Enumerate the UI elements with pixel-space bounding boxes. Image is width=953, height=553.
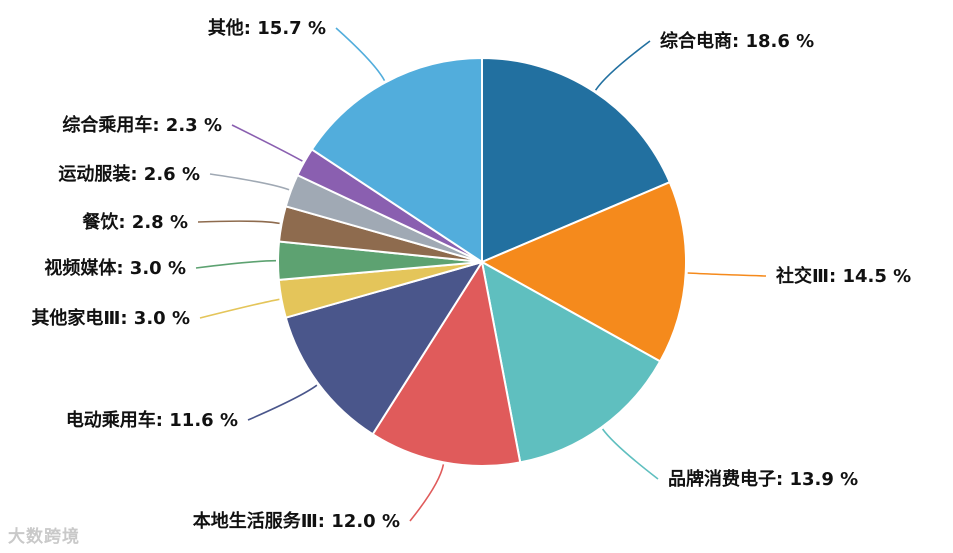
slice-label: 其他家电Ⅲ: 3.0 % bbox=[31, 307, 190, 329]
pie-slice bbox=[310, 56, 483, 264]
pie-slice bbox=[479, 180, 688, 363]
slice-label: 电动乘用车: 11.6 % bbox=[66, 409, 238, 431]
leader-lines bbox=[195, 27, 767, 522]
leader-line bbox=[231, 124, 303, 162]
pie-slice bbox=[371, 259, 522, 467]
slice-label: 本地生活服务Ⅲ: 12.0 % bbox=[193, 510, 400, 532]
watermark: 大数跨境 bbox=[8, 527, 80, 547]
slice-label: 餐饮: 2.8 % bbox=[81, 211, 188, 233]
leader-line bbox=[195, 259, 277, 269]
leader-line bbox=[247, 384, 318, 421]
leader-line bbox=[209, 173, 290, 191]
leader-line bbox=[335, 27, 386, 81]
pie-slice bbox=[481, 56, 672, 264]
slice-label: 综合乘用车: 2.3 % bbox=[62, 114, 222, 136]
pie-slice bbox=[480, 260, 662, 464]
slice-label: 综合电商: 18.6 % bbox=[660, 30, 814, 52]
slice-label: 视频媒体: 3.0 % bbox=[44, 257, 186, 279]
leader-line bbox=[409, 464, 445, 522]
slice-label: 社交Ⅲ: 14.5 % bbox=[776, 265, 911, 287]
slice-label: 运动服装: 2.6 % bbox=[58, 163, 200, 185]
slice-label: 品牌消费电子: 13.9 % bbox=[668, 468, 858, 490]
leader-line bbox=[199, 298, 280, 319]
pie-slice bbox=[284, 260, 485, 436]
pie-slices bbox=[277, 56, 688, 467]
leader-line bbox=[687, 272, 767, 277]
slice-label: 其他: 15.7 % bbox=[208, 17, 326, 39]
leader-line bbox=[197, 220, 280, 225]
slice-labels: 综合电商: 18.6 % 社交Ⅲ: 14.5 % 品牌消费电子: 13.9 % 本地生… bbox=[31, 17, 911, 532]
leader-line bbox=[594, 40, 651, 91]
leader-line bbox=[601, 428, 659, 480]
